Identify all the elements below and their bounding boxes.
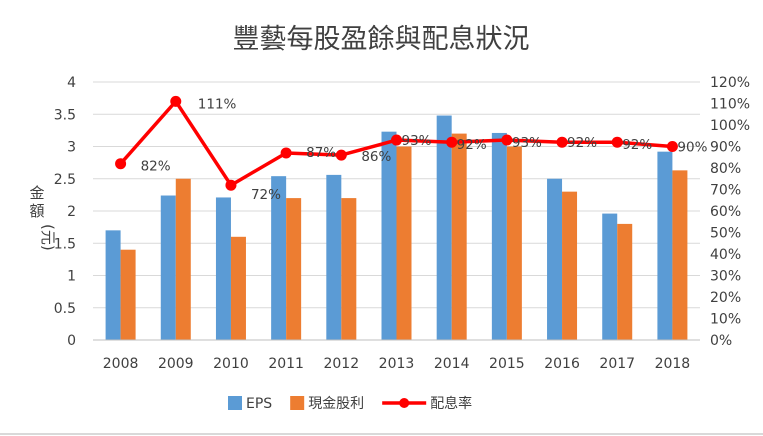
payout-ratio-label: 72% <box>251 187 281 203</box>
payout-ratio-label: 93% <box>402 133 432 149</box>
y-axis-title-text: 金額 <box>29 184 44 220</box>
payout-ratio-marker <box>446 136 458 148</box>
legend-label: 現金股利 <box>308 396 364 412</box>
y-tick-label: 1.5 <box>54 236 76 252</box>
y2-tick-label: 110% <box>710 97 750 113</box>
payout-ratio-label: 86% <box>361 149 391 165</box>
x-tick-label: 2018 <box>655 356 691 372</box>
bar-cash-dividend <box>175 178 191 340</box>
payout-ratio-label: 90% <box>677 140 707 156</box>
y2-tick-label: 10% <box>710 312 741 328</box>
chart-title: 豐藝每股盈餘與配息狀況 <box>233 24 530 55</box>
bar-cash-dividend <box>396 146 412 340</box>
y2-tick-label: 30% <box>710 269 741 285</box>
legend-swatch <box>228 396 242 410</box>
x-tick-label: 2011 <box>268 356 304 372</box>
y-tick-label: 0 <box>67 333 76 349</box>
payout-ratio-label: 82% <box>141 159 171 175</box>
payout-ratio-label: 93% <box>512 135 542 151</box>
payout-ratio-marker <box>501 134 513 146</box>
axes: 00.511.522.533.540%10%20%30%40%50%60%70%… <box>54 75 750 372</box>
bar-eps <box>602 213 618 340</box>
y2-tick-label: 60% <box>710 204 741 220</box>
y-tick-label: 3.5 <box>54 107 76 123</box>
y-tick-label: 3 <box>67 140 76 156</box>
bar-cash-dividend <box>506 146 522 340</box>
bar-cash-dividend <box>617 223 633 340</box>
legend-swatch <box>290 396 305 410</box>
bar-cash-dividend <box>672 170 688 340</box>
x-tick-label: 2012 <box>323 356 359 372</box>
y-axis-title: 金額 (元) <box>29 184 57 251</box>
y2-tick-label: 90% <box>710 140 741 156</box>
bar-eps <box>657 151 673 340</box>
bar-cash-dividend <box>562 191 578 340</box>
y2-tick-label: 80% <box>710 161 741 177</box>
data-labels: 82% 111% 72% 87% 86% 93% 92% 93% 92% 92% 90% <box>141 96 708 203</box>
payout-ratio-line <box>115 95 678 191</box>
y2-tick-label: 50% <box>710 226 741 242</box>
bar-cash-dividend <box>120 249 136 340</box>
payout-ratio-marker <box>225 179 237 191</box>
x-tick-label: 2014 <box>434 356 470 372</box>
payout-ratio-marker <box>611 136 623 148</box>
bar-cash-dividend <box>286 198 302 340</box>
payout-ratio-marker <box>115 158 127 170</box>
bar-eps <box>436 115 452 340</box>
payout-ratio-marker <box>170 95 182 107</box>
y2-tick-label: 100% <box>710 118 750 134</box>
y-tick-label: 1 <box>67 269 76 285</box>
payout-ratio-label: 87% <box>306 145 336 161</box>
bar-eps <box>160 195 176 340</box>
bar-eps <box>491 132 507 340</box>
bar-cash-dividend <box>341 198 357 340</box>
bar-cash-dividend <box>230 236 246 340</box>
legend-label: EPS <box>246 396 272 412</box>
bottom-divider <box>0 433 763 435</box>
x-tick-label: 2016 <box>544 356 580 372</box>
legend-label: 配息率 <box>430 395 472 412</box>
legend: EPS 現金股利 配息率 <box>228 395 472 412</box>
payout-ratio-marker <box>335 149 347 161</box>
payout-ratio-label: 92% <box>457 137 487 153</box>
y2-tick-label: 120% <box>710 75 750 91</box>
y-tick-label: 2 <box>67 204 76 220</box>
payout-ratio-label: 92% <box>622 137 652 153</box>
x-tick-label: 2008 <box>103 356 139 372</box>
bar-eps <box>326 174 342 340</box>
x-tick-label: 2015 <box>489 356 525 372</box>
y-tick-label: 2.5 <box>54 172 76 188</box>
legend-marker <box>399 398 410 408</box>
y2-tick-label: 0% <box>710 333 732 349</box>
payout-ratio-marker <box>556 136 568 148</box>
bar-eps <box>271 176 287 340</box>
payout-ratio-marker <box>666 141 678 152</box>
bar-eps <box>105 230 121 340</box>
payout-ratio-label: 111% <box>198 96 237 112</box>
x-tick-label: 2010 <box>213 356 249 372</box>
payout-ratio-marker <box>280 147 292 159</box>
x-tick-label: 2009 <box>158 356 194 372</box>
y-tick-label: 4 <box>67 75 76 91</box>
bar-eps <box>381 131 397 340</box>
bar-eps <box>547 178 563 340</box>
y2-tick-label: 70% <box>710 183 741 199</box>
bar-eps <box>215 197 231 340</box>
bar-cash-dividend <box>451 133 467 340</box>
y-axis-title-unit: (元) <box>39 224 57 251</box>
x-tick-label: 2017 <box>599 356 635 372</box>
y2-tick-label: 20% <box>710 290 741 306</box>
bars <box>105 115 688 340</box>
payout-ratio-marker <box>391 134 402 146</box>
payout-ratio-label: 92% <box>567 135 597 151</box>
y2-tick-label: 40% <box>710 247 741 263</box>
x-tick-label: 2013 <box>379 356 415 372</box>
y-tick-label: 0.5 <box>54 301 76 317</box>
